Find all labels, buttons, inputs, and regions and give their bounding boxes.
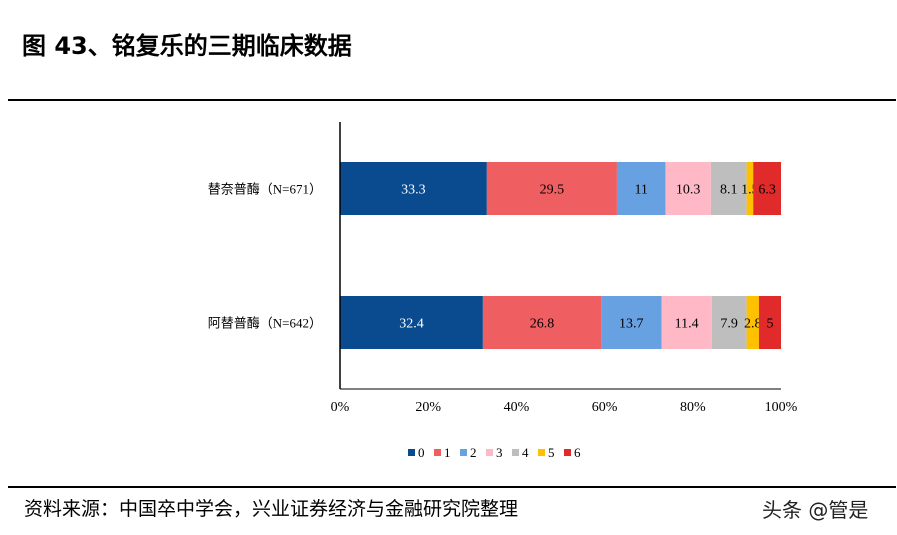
source-note: 资料来源：中国卒中学会，兴业证券经济与金融研究院整理: [24, 498, 519, 520]
bar-segment: [746, 296, 759, 349]
x-tick-label: 20%: [415, 400, 441, 415]
data-label: 11: [634, 183, 647, 198]
legend-label: 5: [548, 445, 555, 460]
x-tick-label: 100%: [765, 400, 798, 415]
bar-segment: [616, 162, 666, 215]
legend-label: 3: [496, 445, 503, 460]
legend-label: 4: [522, 445, 529, 460]
bar-segment: [482, 296, 602, 349]
bar-segment: [661, 296, 712, 349]
legend-swatch: [434, 449, 441, 456]
legend-swatch: [564, 449, 571, 456]
bottom-rule: [8, 486, 896, 488]
stacked-bar-chart: 替奈普酶（N=671） 33.3 29.5 11 10.3 8.1 1.5 6.3阿替普酶（N…: [208, 122, 798, 460]
legend-label: 2: [470, 445, 477, 460]
x-tick-label: 0%: [331, 400, 350, 415]
x-tick-label: 40%: [504, 400, 530, 415]
bar-segment: [711, 296, 747, 349]
legend-label: 6: [574, 445, 581, 460]
bar-segment: [665, 162, 711, 215]
x-tick-label: 60%: [592, 400, 618, 415]
legend-label: 0: [418, 445, 425, 460]
category-label: 阿替普酶（N=642）: [208, 316, 322, 331]
bar-segment: [601, 296, 662, 349]
top-rule: [8, 99, 896, 101]
bar-segment: [340, 162, 487, 215]
legend-swatch: [512, 449, 519, 456]
watermark: 头条 @管是: [762, 498, 869, 522]
legend-swatch: [460, 449, 467, 456]
data-label: 33.3: [401, 183, 426, 198]
bar-segment: [340, 296, 483, 349]
x-tick-label: 80%: [680, 400, 706, 415]
data-label: 2.8: [744, 317, 762, 332]
legend-swatch: [538, 449, 545, 456]
data-label: 7.9: [720, 317, 738, 332]
bar-segment: [758, 296, 781, 349]
data-label: 32.4: [399, 317, 424, 332]
data-label: 6.3: [758, 183, 776, 198]
bar-segment: [486, 162, 617, 215]
bar-segment: [753, 162, 781, 215]
bar-segment: [710, 162, 747, 215]
data-label: 11.4: [675, 317, 699, 332]
legend-swatch: [486, 449, 493, 456]
bar-segment: [746, 162, 754, 215]
data-label: 8.1: [720, 183, 738, 198]
data-label: 10.3: [676, 183, 701, 198]
category-label: 替奈普酶（N=671）: [208, 182, 322, 197]
figure-title: 图 43、铭复乐的三期临床数据: [22, 32, 352, 60]
data-label: 5: [766, 317, 773, 332]
legend-label: 1: [444, 445, 451, 460]
data-label: 29.5: [540, 183, 565, 198]
legend-swatch: [408, 449, 415, 456]
data-label: 26.8: [530, 317, 555, 332]
data-label: 13.7: [619, 317, 644, 332]
